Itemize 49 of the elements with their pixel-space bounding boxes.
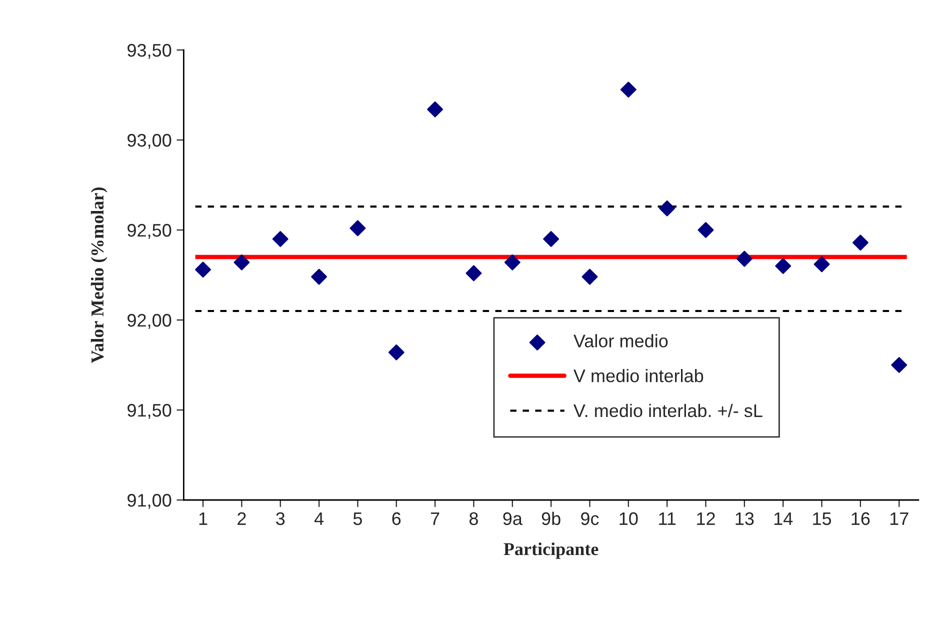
y-tick-label: 92,50 <box>128 224 172 239</box>
point <box>195 262 212 278</box>
x-tick-label: 8 <box>469 512 478 526</box>
x-tick-label: 14 <box>774 512 793 525</box>
point <box>427 101 444 118</box>
y-axis-title: Valor Medio (%molar) <box>90 188 108 364</box>
x-tick-label: 16 <box>852 512 870 526</box>
point <box>775 258 792 274</box>
x-tick-label: 9c <box>581 512 599 526</box>
x-tick-label: 4 <box>314 512 324 525</box>
point <box>659 200 676 216</box>
x-tick-label: 5 <box>353 512 362 526</box>
point <box>736 250 752 267</box>
x-tick-label: 3 <box>276 512 285 526</box>
y-tick-label: 92,00 <box>128 314 172 329</box>
legend-label: Valor medio <box>573 334 668 348</box>
x-tick-label: 11 <box>659 512 676 525</box>
point <box>388 344 404 360</box>
point <box>582 268 598 285</box>
point <box>311 268 328 285</box>
x-axis-title: Participante <box>504 542 598 559</box>
x-tick-label: 1 <box>199 512 208 525</box>
x-tick-label: 9a <box>503 512 522 526</box>
x-tick-label: 7 <box>430 512 440 525</box>
x-tick-label: 10 <box>620 512 638 526</box>
x-tick-label: 15 <box>813 512 832 526</box>
legend-label: V medio interlab <box>573 369 704 382</box>
point <box>466 265 482 282</box>
x-tick-label: 12 <box>697 512 715 525</box>
x-tick-label: 17 <box>890 512 908 525</box>
point <box>504 254 520 270</box>
point <box>852 234 868 251</box>
point <box>350 220 366 236</box>
point <box>272 231 288 247</box>
x-tick-label: 2 <box>238 512 246 525</box>
x-tick-label: 9b <box>542 512 560 526</box>
point <box>620 82 636 98</box>
point <box>698 222 714 238</box>
x-tick-label: 13 <box>736 512 754 526</box>
y-tick-label: 91,50 <box>128 404 172 419</box>
point <box>891 357 908 373</box>
y-tick-label: 93,00 <box>128 134 172 149</box>
x-tick-label: 6 <box>392 512 401 526</box>
point <box>234 254 250 270</box>
y-tick-label: 93,50 <box>128 44 172 59</box>
y-tick-label: 91,00 <box>128 494 172 509</box>
point <box>543 231 560 247</box>
point <box>814 256 830 272</box>
legend-label: V. medio interlab. +/- sL <box>573 404 762 418</box>
